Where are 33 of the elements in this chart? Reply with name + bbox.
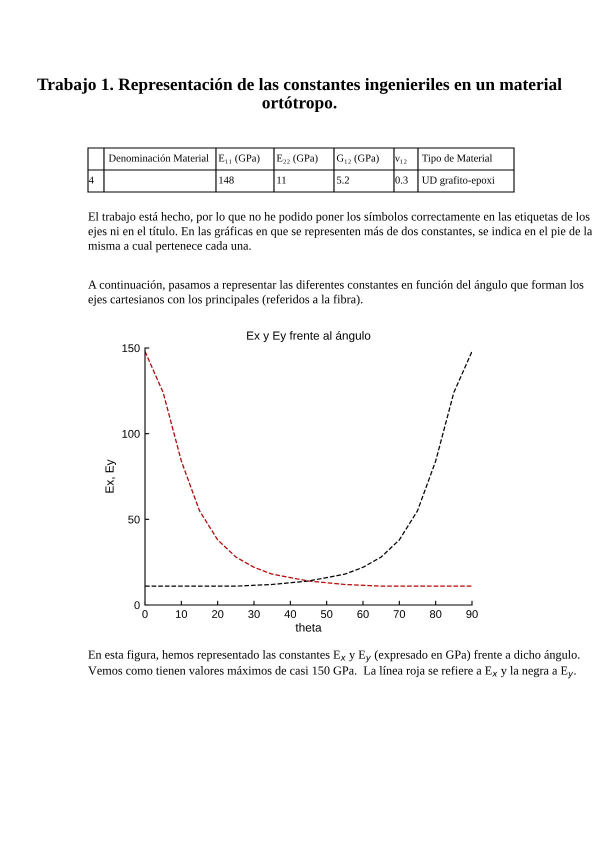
text: ν₁₂	[394, 156, 407, 164]
y-tick-label: 50	[128, 516, 140, 524]
text: Tipo de Material	[422, 154, 492, 164]
chart-title: Ex y Ey frente al ángulo	[247, 330, 370, 342]
text: El trabajo está hecho, por lo que no he podido poner los símbolos correctamente en las etiquetas de los ejes ni en el título. En las gráficas en que se representen más de dos constantes, se indica en el pie de la misma a cual pertenece cada una.	[88, 212, 592, 252]
x-tick-label: 0	[142, 610, 148, 618]
x-tick-label: 60	[357, 610, 369, 618]
text: 11	[277, 176, 286, 184]
y-tick-label: 0	[134, 601, 140, 610]
x-tick-label: 90	[466, 610, 478, 618]
text: En esta figura, hemos representado las constantes E$_{x}$ y E$_{y}$ (expresado en GPa) frente a dicho ángulo. Vemos como tienen valores máximos de casi 150 GPa. La línea roja se refiere a E$_{x}$ y la negra a E$_{y}$.	[88, 650, 580, 678]
x-tick-label: 20	[212, 610, 224, 618]
text: 4	[88, 176, 94, 184]
x-tick-label: 50	[320, 610, 332, 618]
text: Trabajo 1. Representación de las constantes ingenieriles en un material ortótropo.	[37, 78, 562, 112]
x-axis-title: theta	[296, 622, 322, 632]
text: A continuación, pasamos a representar las diferentes constantes en función del ángulo que forman los ejes cartesianos con los principales (referidos a la fibra).	[88, 280, 584, 306]
x-tick-label: 70	[394, 610, 406, 618]
text: E₂₂ (GPa)	[276, 154, 318, 164]
text: E₁₁ (GPa)	[218, 154, 260, 164]
text: UD grafito-epoxi	[422, 176, 495, 186]
text: 0.3	[395, 176, 408, 184]
x-tick-label: 10	[176, 610, 188, 618]
y-tick-label: 100	[122, 430, 140, 438]
text: 5.2	[337, 176, 350, 184]
text: Denominación Material	[108, 154, 209, 162]
x-tick-label: 40	[284, 610, 296, 618]
y-tick-label: 150	[122, 344, 140, 352]
y-axis-title: Ex, Ey	[105, 459, 116, 493]
x-tick-label: 80	[430, 610, 442, 618]
text: G₁₂ (GPa)	[336, 154, 379, 164]
x-tick-label: 30	[248, 610, 260, 618]
text: 148	[219, 176, 234, 184]
